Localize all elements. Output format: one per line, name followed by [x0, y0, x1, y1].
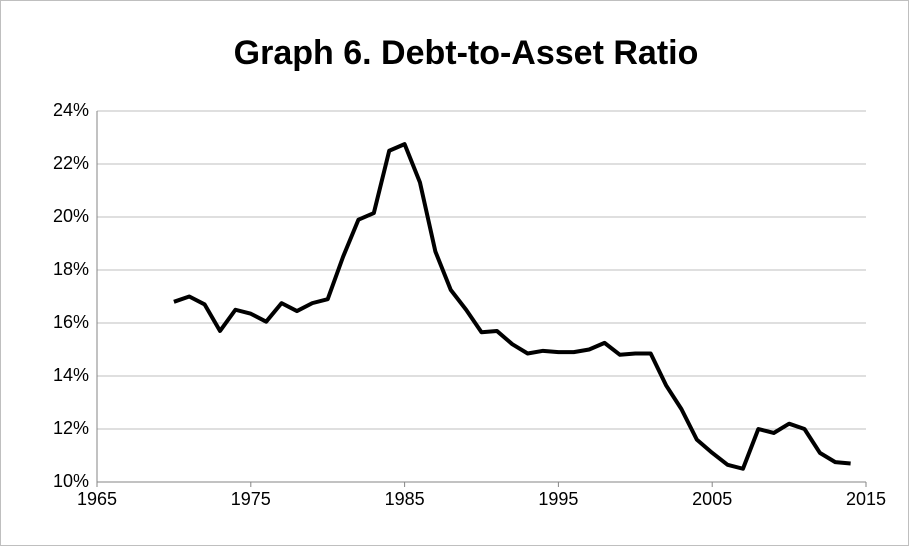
y-tick-label: 16% — [53, 312, 89, 332]
chart-title: Graph 6. Debt-to-Asset Ratio — [234, 34, 699, 72]
x-tick-label: 2005 — [692, 489, 732, 509]
x-tick-label: 1965 — [77, 489, 117, 509]
y-tick-label: 24% — [53, 100, 89, 120]
y-tick-label: 14% — [53, 365, 89, 385]
line-series — [173, 142, 851, 471]
y-tick-label: 18% — [53, 259, 89, 279]
y-tick-label: 12% — [53, 418, 89, 438]
x-tick-label: 1995 — [538, 489, 578, 509]
y-tick-label: 20% — [53, 206, 89, 226]
x-tick-label: 1985 — [385, 489, 425, 509]
y-tick-label: 22% — [53, 153, 89, 173]
x-tick-label: 1975 — [231, 489, 271, 509]
y-tick-label: 10% — [53, 471, 89, 491]
x-tick-label: 2015 — [846, 489, 886, 509]
